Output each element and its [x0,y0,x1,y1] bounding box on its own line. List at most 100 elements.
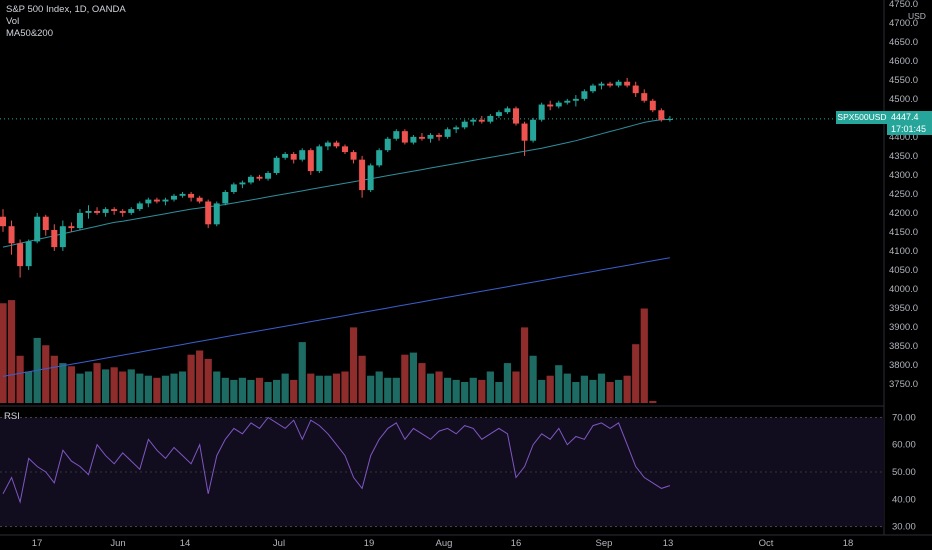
volume-bar [273,379,281,403]
volume-bar [469,377,477,403]
volume-bar [0,303,7,403]
candle-body [572,98,579,101]
candle-body [282,153,289,158]
candle-body [59,226,66,248]
time-tick-label: 17 [32,538,43,549]
volume-bar [597,373,606,403]
candle-body [478,119,485,122]
volume-bar [409,352,417,403]
volume-bar [375,371,383,403]
candle-body [111,209,118,212]
candle-body [538,104,545,120]
volume-bar [384,377,392,403]
candle-body [564,100,571,103]
volume-bar [392,377,400,403]
ma200-line [2,257,670,377]
candle-body [632,85,639,94]
volume-bar [349,327,358,403]
candle-body [461,121,468,128]
volume-bar [281,373,289,403]
candle-body [8,226,15,244]
candle-body [649,100,656,111]
volume-bar [196,350,204,403]
last-price-value: 4447.4 [891,112,919,122]
volume-bar [572,382,580,403]
volume-bar [444,377,452,403]
candle-body [453,127,460,130]
volume-bar [555,365,563,403]
volume-bar [401,354,409,403]
price-tick-label: 4200.0 [889,208,918,219]
volume-bar [426,373,435,403]
candle-body [205,201,212,225]
time-tick-label: 14 [180,538,191,549]
candle-body [359,159,366,191]
volume-bar [435,371,443,403]
time-tick-label: Jun [110,538,125,549]
volume-bar [452,379,460,403]
time-tick-label: 19 [364,538,375,549]
candle-body [547,104,554,107]
candle-body [444,129,451,137]
candle-body [666,118,673,120]
candle-body [342,146,348,153]
price-tick-label: 4500.0 [889,94,918,105]
symbol-title: S&P 500 Index, 1D, OANDA [6,4,126,15]
volume-bar [42,345,50,403]
volume-bar [153,377,161,403]
candle-body [418,136,425,139]
candle-body [316,146,323,172]
time-tick-label: Sep [596,538,613,549]
price-tick-label: 3800.0 [889,360,918,371]
price-tick-label: 4300.0 [889,170,918,181]
volume-legend: Vol [6,16,20,27]
volume-bar [67,366,75,403]
volume-bar [520,327,529,403]
last-price-tag: 4447.4 17:01:45 [887,111,932,135]
volume-bar [538,379,546,403]
volume-bar [25,371,33,403]
candle-body [658,110,665,120]
volume-bar [204,358,212,403]
candle-body [641,93,648,101]
candle-body [162,199,169,202]
candle-body [504,108,511,113]
candle-body [265,172,272,179]
ma50-line [2,118,670,248]
volume-bar [298,342,306,403]
volume-bar [119,371,127,403]
time-tick-label: Oct [759,538,774,549]
candle-body [487,115,494,122]
volume-bar [238,377,246,403]
time-tick-label: 13 [663,538,674,549]
volume-bar [127,369,135,403]
time-tick-label: Jul [273,538,285,549]
candle-body [222,191,229,204]
price-tick-label: 3850.0 [889,341,918,352]
price-tick-label: 4250.0 [889,189,918,200]
volume-bar [84,371,93,403]
rsi-tick-label: 50.00 [892,467,916,478]
candle-body [256,176,263,179]
volume-bar [461,382,469,403]
time-tick-label: 16 [511,538,522,549]
candle-body [230,184,237,192]
candle-body [401,131,408,143]
candle-body [324,142,331,147]
volume-bar [478,379,486,403]
candle-body [102,209,109,213]
candle-body [589,85,596,92]
candle-body [196,197,203,202]
currency-label: USD [908,11,926,21]
price-tick-label: 3950.0 [889,303,918,314]
candle-body [307,150,314,172]
volume-bar [264,382,272,403]
volume-bar [358,355,366,403]
volume-bar [580,375,588,403]
price-tick-label: 4350.0 [889,151,918,162]
price-tick-label: 4750.0 [889,0,918,10]
candle-body [495,112,502,116]
volume-bar [290,379,298,403]
candle-body [410,136,417,143]
